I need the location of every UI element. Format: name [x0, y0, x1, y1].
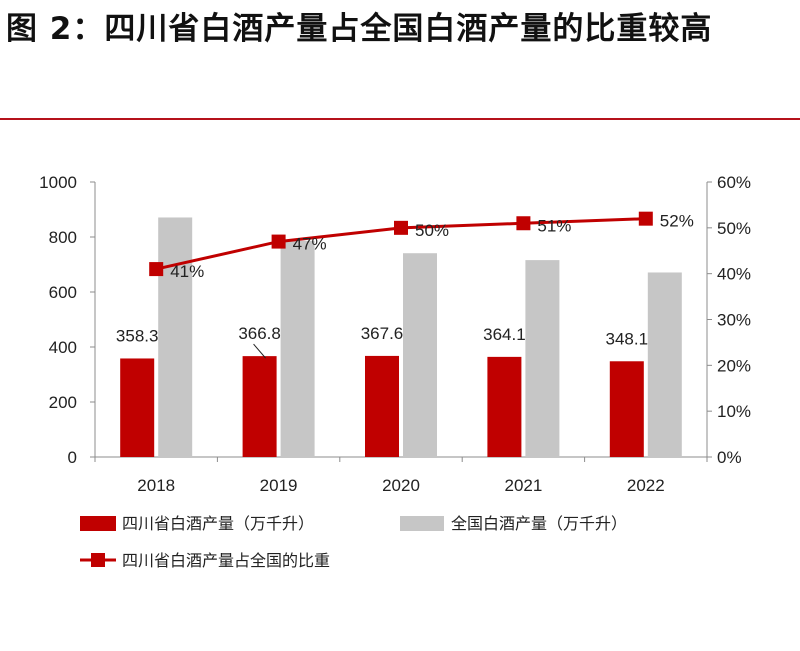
chart-share-line	[149, 211, 653, 277]
national-bar	[158, 217, 193, 457]
chart-data-labels: 358.3 366.8 367.6 364.1 348.1 41% 47% 50% 51% 52%	[116, 212, 694, 359]
sichuan-data-label: 366.8	[238, 324, 281, 343]
x-tick-label: 2020	[382, 476, 420, 495]
right-tick-label: 60%	[717, 173, 751, 192]
x-tick-label: 2018	[137, 476, 175, 495]
x-tick-label: 2019	[260, 476, 298, 495]
data-label-leader	[253, 343, 266, 359]
left-tick-label: 400	[49, 338, 77, 357]
right-tick-label: 10%	[717, 402, 751, 421]
chart-bars	[120, 217, 682, 457]
share-point-marker	[394, 220, 408, 235]
share-point-marker	[638, 211, 653, 226]
legend-sichuan-swatch	[80, 516, 116, 531]
legend-national-label: 全国白酒产量（万千升）	[451, 514, 627, 533]
left-tick-label: 800	[49, 228, 77, 247]
share-data-label: 47%	[293, 235, 327, 254]
sichuan-data-label: 364.1	[483, 325, 526, 344]
legend-share-label: 四川省白酒产量占全国的比重	[122, 551, 330, 570]
x-tick-label: 2022	[627, 476, 665, 495]
national-bar	[647, 272, 682, 457]
share-data-label: 51%	[537, 216, 571, 235]
share-data-label: 52%	[660, 212, 694, 231]
left-tick-label: 200	[49, 393, 77, 412]
x-tick-label: 2021	[504, 476, 542, 495]
figure-title: 图 2：四川省白酒产量占全国白酒产量的比重较高	[6, 11, 713, 47]
title-rule	[0, 118, 800, 120]
sichuan-bar	[365, 355, 399, 457]
chart-legend: 四川省白酒产量（万千升） 全国白酒产量（万千升） 四川省白酒产量占全国的比重	[80, 514, 627, 570]
right-tick-label: 50%	[717, 219, 751, 238]
sichuan-data-label: 358.3	[116, 326, 159, 345]
right-tick-label: 20%	[717, 356, 751, 375]
chart-axes: 0 200 400 600 800 1000 0% 10% 20% 30% 40% 50% 60% 201…	[39, 173, 751, 495]
sichuan-bar	[487, 356, 522, 457]
legend-share-marker	[91, 553, 105, 567]
sichuan-bar	[242, 356, 277, 457]
right-tick-label: 30%	[717, 311, 751, 330]
legend-sichuan-label: 四川省白酒产量（万千升）	[122, 514, 314, 533]
share-data-label: 50%	[415, 221, 449, 240]
left-tick-label: 1000	[39, 173, 77, 192]
share-point-marker	[149, 262, 164, 277]
share-data-label: 41%	[170, 262, 204, 281]
sichuan-data-label: 348.1	[606, 329, 649, 348]
left-tick-label: 0	[68, 448, 77, 467]
right-tick-label: 40%	[717, 265, 751, 284]
share-point-marker	[271, 234, 286, 249]
figure-header: 图 2：四川省白酒产量占全国白酒产量的比重较高	[6, 4, 796, 54]
national-bar	[403, 253, 437, 457]
share-point-marker	[516, 216, 531, 231]
sichuan-data-label: 367.6	[361, 324, 404, 343]
sichuan-bar	[120, 358, 155, 457]
legend-national-swatch	[400, 516, 444, 531]
left-tick-label: 600	[49, 283, 77, 302]
national-bar	[280, 240, 315, 457]
national-bar	[525, 260, 560, 457]
right-tick-label: 0%	[717, 448, 742, 467]
sichuan-bar	[609, 361, 644, 457]
